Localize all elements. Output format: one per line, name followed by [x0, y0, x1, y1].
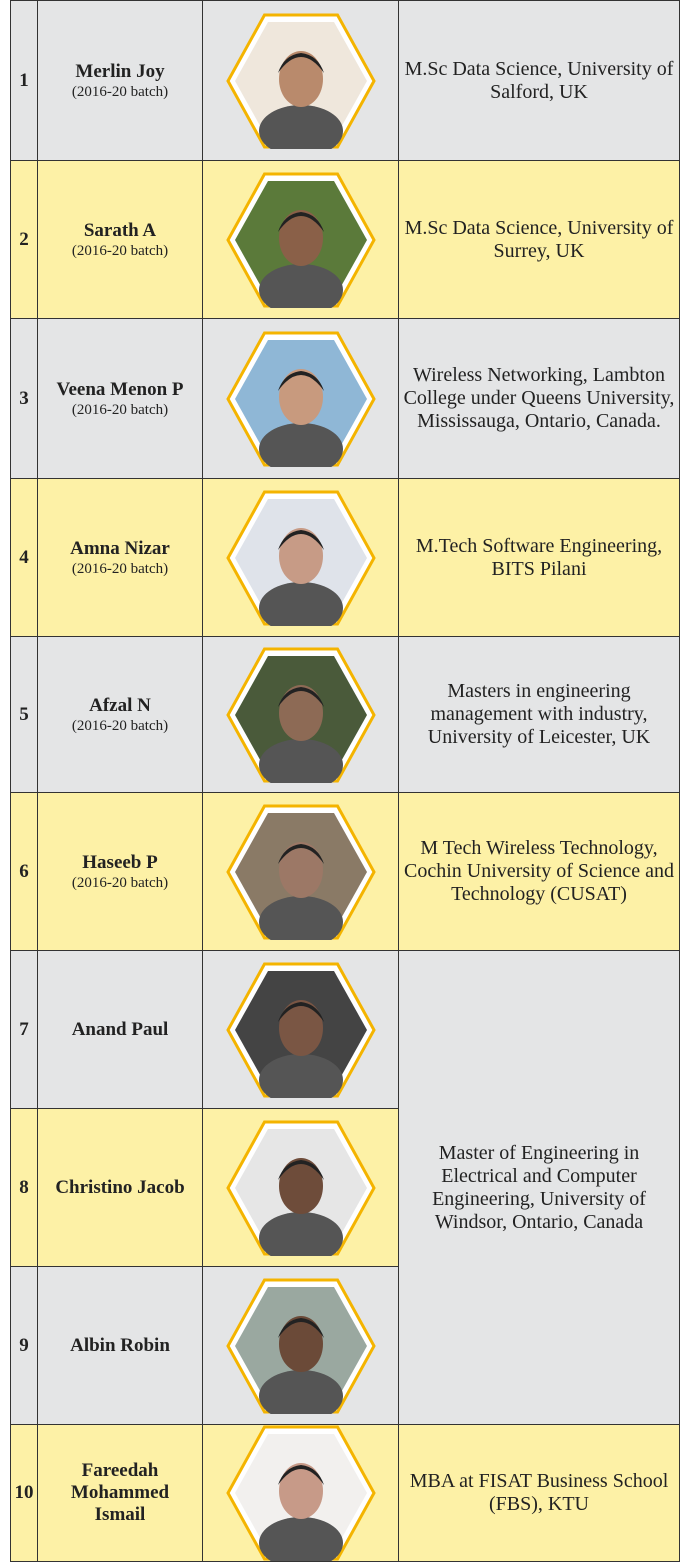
alumni-table: 1 Merlin Joy (2016-20 batch) M.Sc Data Scie… [10, 0, 680, 1562]
row: 9 Albin Robin [10, 1266, 680, 1425]
row: 7 Anand Paul Master of Engineering in Elec… [10, 950, 680, 1425]
row: 8 Christino Jacob [10, 1108, 680, 1267]
photo [225, 13, 376, 149]
name-cell: Amna Nizar (2016-20 batch) [37, 478, 203, 637]
photo [225, 804, 376, 940]
name-cell: Anand Paul [37, 950, 203, 1109]
program: M.Sc Data Science, University of Surrey,… [398, 160, 680, 319]
row: 10 Fareedah Mohammed Ismail MBA at FISAT B… [10, 1424, 680, 1562]
photo [225, 1120, 376, 1256]
program: Masters in engineering management with i… [398, 636, 680, 793]
program: M Tech Wireless Technology, Cochin Unive… [398, 792, 680, 951]
row-number: 10 [10, 1424, 38, 1562]
row-number: 2 [10, 160, 38, 319]
photo [225, 1278, 376, 1414]
photo-cell [202, 160, 399, 319]
row: 2 Sarath A (2016-20 batch) M.Sc Data Scienc… [10, 160, 680, 319]
name-cell: Sarath A (2016-20 batch) [37, 160, 203, 319]
student-name: Anand Paul [71, 1018, 169, 1040]
row-number: 5 [10, 636, 38, 793]
student-name: Veena Menon P [56, 378, 184, 400]
program: M.Tech Software Engineering, BITS Pilani [398, 478, 680, 637]
batch: (2016-20 batch) [71, 560, 169, 577]
photo [225, 490, 376, 626]
row-number: 4 [10, 478, 38, 637]
row: 1 Merlin Joy (2016-20 batch) M.Sc Data Scie… [10, 0, 680, 161]
photo [225, 172, 376, 308]
row: 3 Veena Menon P (2016-20 batch) Wireless Ne… [10, 318, 680, 479]
row-number: 7 [10, 950, 38, 1109]
name-cell: Veena Menon P (2016-20 batch) [37, 318, 203, 479]
batch: (2016-20 batch) [71, 874, 169, 891]
program: Wireless Networking, Lambton College und… [398, 318, 680, 479]
student-name: Amna Nizar [70, 537, 170, 559]
row: 6 Haseeb P (2016-20 batch) M Tech Wireless … [10, 792, 680, 951]
name-cell: Albin Robin [37, 1266, 203, 1425]
row-number: 1 [10, 0, 38, 161]
student-name: Sarath A [83, 219, 157, 241]
photo-cell [202, 1266, 399, 1425]
batch: (2016-20 batch) [71, 401, 169, 418]
student-name: Christino Jacob [55, 1176, 185, 1198]
name-cell: Christino Jacob [37, 1108, 203, 1267]
name-cell: Haseeb P (2016-20 batch) [37, 792, 203, 951]
row: 4 Amna Nizar (2016-20 batch) M.Tech Softwar… [10, 478, 680, 637]
student-name: Fareedah Mohammed Ismail [70, 1460, 170, 1525]
row-number: 9 [10, 1266, 38, 1425]
row: 5 Afzal N (2016-20 batch) Masters in engine… [10, 636, 680, 793]
student-name: Merlin Joy [75, 60, 165, 82]
photo [225, 962, 376, 1098]
batch: (2016-20 batch) [71, 83, 169, 100]
photo-cell [202, 636, 399, 793]
name-cell: Merlin Joy (2016-20 batch) [37, 0, 203, 161]
batch: (2016-20 batch) [71, 242, 169, 259]
photo-cell [202, 950, 399, 1109]
name-cell: Afzal N (2016-20 batch) [37, 636, 203, 793]
row-number: 3 [10, 318, 38, 479]
photo-cell [202, 318, 399, 479]
program: M.Sc Data Science, University of Salford… [398, 0, 680, 161]
student-name: Afzal N [89, 694, 151, 716]
photo-cell [202, 478, 399, 637]
student-name: Albin Robin [70, 1334, 170, 1356]
photo-cell [202, 0, 399, 161]
student-name: Haseeb P [82, 851, 158, 873]
program: MBA at FISAT Business School (FBS), KTU [398, 1424, 680, 1562]
program: Master of Engineering in Electrical and … [398, 950, 680, 1425]
photo [225, 1425, 376, 1561]
photo-cell [202, 792, 399, 951]
photo [225, 647, 376, 783]
row-number: 6 [10, 792, 38, 951]
name-cell: Fareedah Mohammed Ismail [37, 1424, 203, 1562]
batch: (2016-20 batch) [71, 717, 169, 734]
photo-cell [202, 1108, 399, 1267]
photo [225, 331, 376, 467]
row-number: 8 [10, 1108, 38, 1267]
photo-cell [202, 1424, 399, 1562]
